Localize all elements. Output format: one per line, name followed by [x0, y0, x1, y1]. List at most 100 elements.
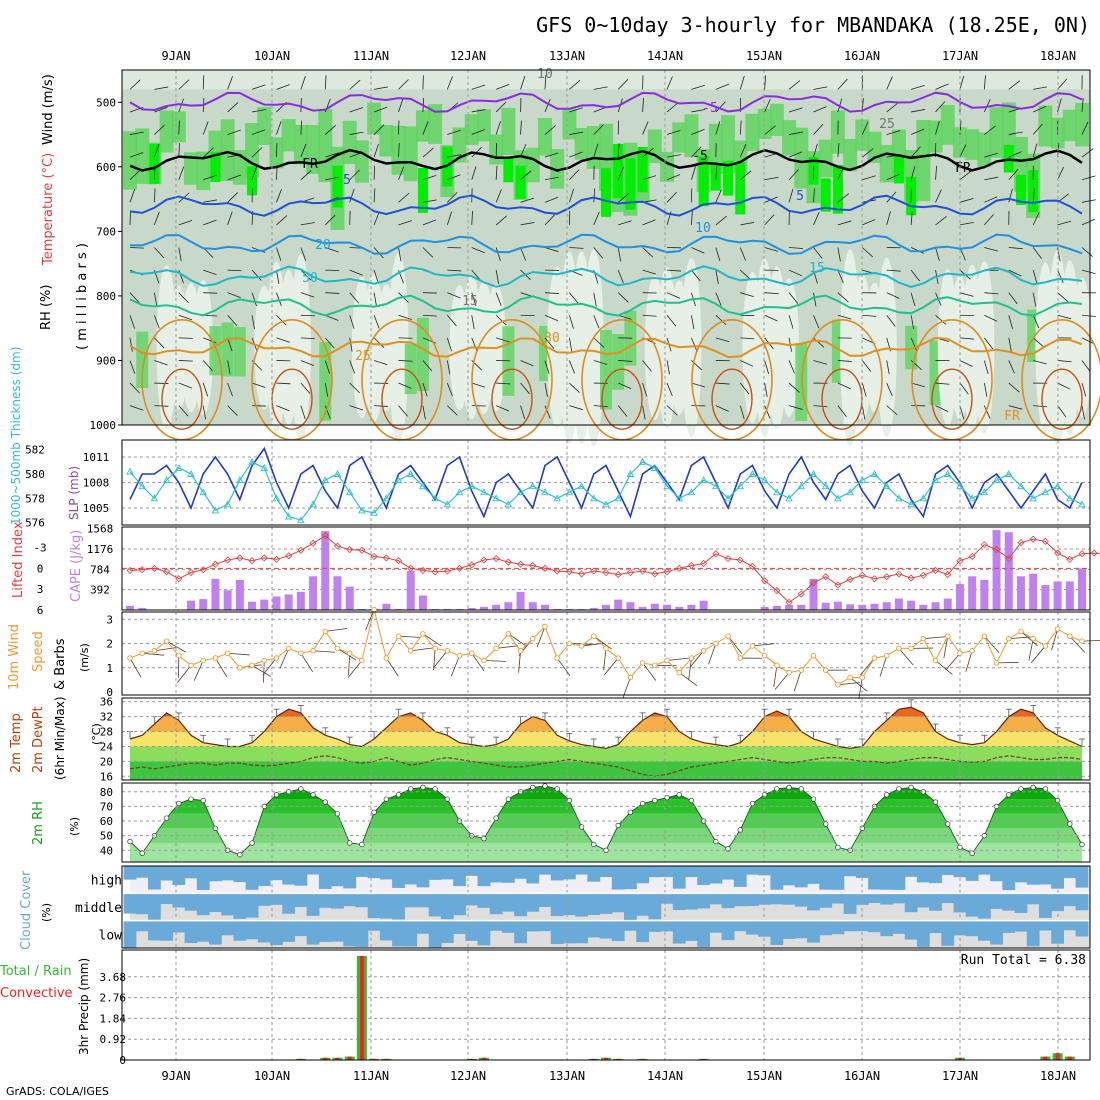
date-label-top: 12JAN [450, 49, 486, 63]
wind-barb [1081, 97, 1084, 112]
wind-barb [471, 210, 473, 225]
wind10m-axis-label: 10m Wind [7, 624, 22, 690]
precip-total-label: Total / Rain [0, 964, 72, 979]
cape-bar [223, 590, 232, 610]
rh-marker [237, 852, 243, 858]
wind-barb [764, 247, 779, 252]
temp-band [130, 731, 1082, 747]
cloud-bar [440, 866, 454, 880]
cloud-bar [636, 920, 650, 943]
wind-barb [373, 337, 385, 348]
wind-barb [1081, 175, 1096, 181]
cloud-bar [123, 920, 137, 948]
wind-barb [861, 121, 869, 135]
cloud-bar [404, 866, 418, 885]
wind-barb [910, 210, 913, 225]
thickness-tick-label: 582 [25, 444, 45, 457]
wind-speed-marker [761, 652, 768, 659]
wind-barb [349, 131, 364, 135]
lifted-index-marker [529, 561, 537, 570]
wind-barb [496, 382, 511, 385]
wind-barb [373, 269, 379, 284]
rh-cell [1028, 170, 1039, 213]
precip-tick-label: 0 [119, 1054, 126, 1067]
thickness-marker [577, 482, 586, 490]
cloud-bar [880, 866, 894, 890]
wind-barb [593, 360, 608, 365]
wind-barb [642, 662, 657, 681]
cape-bar [614, 599, 623, 610]
wind-barb [178, 166, 185, 180]
dewpt-axis-label: 2m DewPt [31, 706, 46, 773]
wind-speed-marker [481, 657, 487, 664]
wind-barb [349, 292, 360, 304]
wind-speed-marker [151, 648, 158, 654]
thickness-marker [236, 476, 244, 484]
cape-bar [675, 606, 684, 610]
cloud-bar [294, 920, 308, 937]
wind-speed-marker [774, 662, 780, 669]
pressure-tick-label: 500 [96, 96, 116, 109]
wind-barb [251, 292, 257, 307]
wind-barb [496, 645, 519, 649]
wind-barb [774, 672, 790, 690]
rh-marker [908, 784, 914, 791]
wind-barb [410, 647, 433, 652]
wind-speed-marker [505, 631, 512, 637]
wind-barb [861, 360, 872, 372]
cloud-bar [221, 920, 235, 936]
wind-speed-marker [163, 638, 170, 644]
cloud-bar [770, 920, 784, 946]
wind-barb [569, 169, 580, 181]
wind-barb [349, 337, 353, 352]
thickness-marker [797, 482, 806, 490]
wind-barb [715, 314, 727, 326]
wind-barb [959, 247, 966, 261]
rh-marker [176, 800, 182, 807]
wind-barb [983, 405, 991, 419]
cloud-bar [355, 893, 369, 908]
cloud-bar [977, 893, 991, 919]
cloud-bar [892, 866, 906, 890]
rh-marker [1067, 821, 1073, 827]
thickness-marker [736, 482, 745, 490]
cloud-bar [404, 893, 418, 908]
rh-marker [481, 835, 487, 842]
rh-tick-label: 60 [100, 815, 113, 828]
cloud-bar [404, 920, 418, 947]
warm-contour [931, 368, 973, 430]
bottom-date-labels: 9JAN 10JAN 11JAN 12JAN 13JAN 14JAN 15JAN 16JAN 1… [162, 1069, 1077, 1083]
cloud-bar [697, 893, 711, 909]
wind-barb [203, 337, 217, 344]
wind-barb [642, 405, 646, 420]
wind-barb [1057, 314, 1072, 320]
wind-barb [1057, 360, 1072, 363]
wind-barb [1008, 382, 1020, 393]
wind-speed-marker [407, 648, 414, 654]
rh-marker [639, 800, 646, 807]
rh-marker [896, 786, 902, 792]
wind-tick-label: 2 [106, 638, 113, 651]
wind-barb [129, 210, 131, 225]
lifted-index-marker [992, 546, 1001, 554]
wind-barb [691, 128, 705, 135]
wind-barb [642, 121, 649, 135]
rh-marker [737, 827, 743, 833]
cloud-bar [392, 893, 405, 920]
thickness-marker [162, 476, 171, 484]
cape-bar [309, 576, 318, 610]
wind-barb [373, 143, 379, 158]
cloud-bar [1075, 893, 1089, 911]
wind-barb [923, 636, 946, 640]
rh-cell [209, 326, 222, 376]
wind-speed-marker [322, 628, 329, 635]
cloud-bar [318, 866, 332, 889]
wind-speed-marker [212, 655, 219, 661]
wind-barb [666, 174, 681, 181]
cloud-bar [819, 866, 833, 890]
wind-speed-marker [1079, 638, 1085, 644]
cloud-bar [392, 866, 405, 888]
precip-panel: 0 0.92 1.84 2.76 3.68 Total / Rain Convective 3… [0, 949, 1091, 1067]
wind-barb [495, 405, 510, 412]
wind-barb [447, 315, 457, 327]
